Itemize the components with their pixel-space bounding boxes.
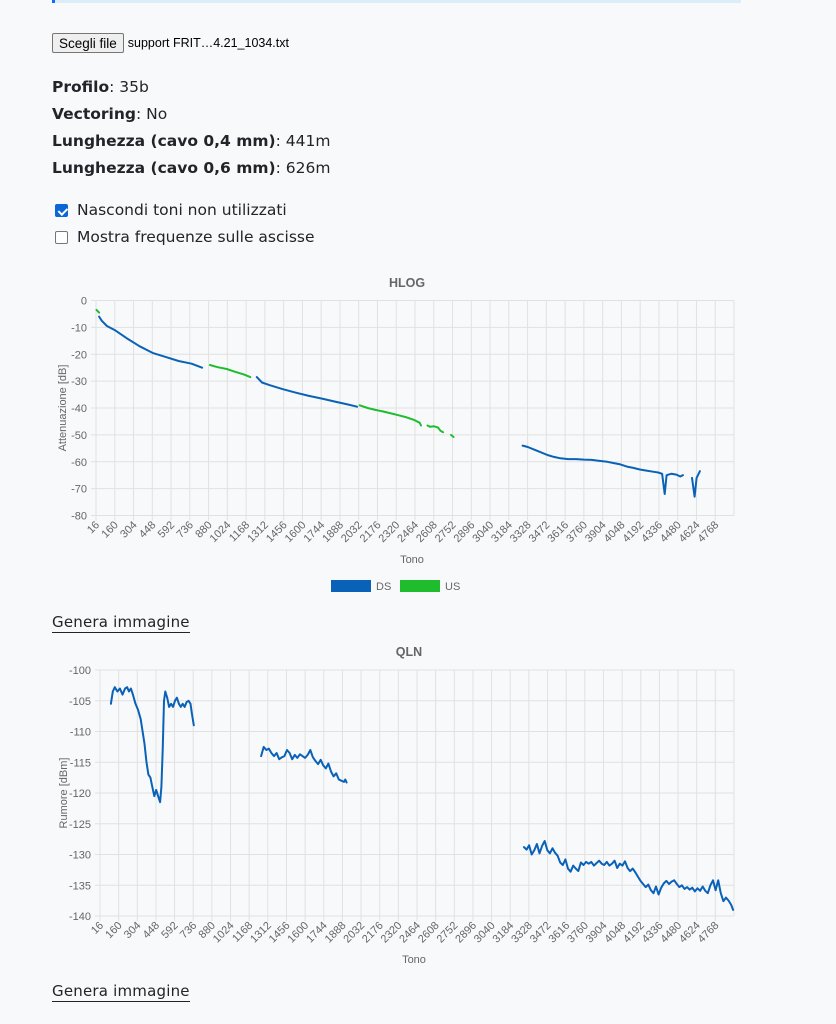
hide-unused-tones-checkbox[interactable]	[55, 204, 68, 217]
option-label: Mostra frequenze sulle ascisse	[77, 228, 315, 246]
y-tick-label: -110	[70, 727, 91, 739]
y-tick-label: -125	[69, 819, 91, 831]
line-info: Profilo: 35b Vectoring: No Lunghezza (ca…	[52, 74, 330, 182]
qln-chart: QLN -100 -105 -110 -115 -120 -125 -130 -135 -140 1…	[58, 645, 735, 966]
legend-swatch-ds	[331, 580, 371, 592]
y-tick-label: -100	[69, 665, 91, 677]
x-axis-label: Tono	[400, 554, 424, 566]
info-label: Profilo	[52, 78, 110, 96]
y-tick-label: 0	[81, 296, 87, 308]
chart-title: QLN	[396, 645, 422, 659]
top-panel-edge	[52, 0, 741, 3]
series-line-us	[208, 364, 252, 379]
series-line-s1	[523, 840, 735, 911]
legend-swatch-us	[400, 580, 440, 592]
x-tick-label: 592	[159, 920, 180, 941]
series-line-us	[450, 433, 455, 438]
x-tick-label: 304	[122, 920, 143, 941]
series-line-s0	[109, 686, 195, 804]
x-tick-label: 448	[141, 920, 162, 941]
series-line-ds	[98, 315, 204, 369]
x-tick-label: 448	[137, 519, 158, 540]
y-tick-label: -115	[70, 757, 91, 769]
series-line-ds	[255, 376, 359, 408]
y-tick-label: -20	[71, 349, 87, 361]
series-line-us	[95, 308, 101, 314]
y-tick-label: -10	[71, 322, 87, 334]
info-length-06: Lunghezza (cavo 0,6 mm): 626m	[52, 159, 331, 177]
info-vectoring: Vectoring: No	[52, 105, 168, 123]
option-hide-unused-tones[interactable]: Nascondi toni non utilizzati	[55, 197, 315, 224]
generate-image-link-qln[interactable]: Genera immagine	[52, 982, 190, 1002]
y-tick-label: -135	[69, 880, 91, 892]
y-axis-label: Attenuazione [dB]	[57, 365, 69, 452]
option-show-frequencies[interactable]: Mostra frequenze sulle ascisse	[55, 224, 315, 251]
info-label: Lunghezza (cavo 0,6 mm)	[52, 159, 276, 177]
generate-image-link-hlog[interactable]: Genera immagine	[52, 613, 190, 633]
y-axis-label: Rumore [dBm]	[58, 758, 70, 829]
info-length-04: Lunghezza (cavo 0,4 mm): 441m	[52, 132, 331, 150]
x-tick-label: 592	[156, 519, 177, 540]
choose-file-button[interactable]: Scegli file	[52, 33, 124, 53]
file-input[interactable]: Scegli file support FRIT…4.21_1034.txt	[52, 33, 289, 53]
series-line-ds	[521, 444, 684, 495]
series-line-us	[358, 404, 422, 427]
y-tick-label: -130	[69, 850, 91, 862]
hlog-chart: HLOG 0 -10 -20 -30 -40 -50 -60 -70 -8016160304448…	[57, 276, 735, 593]
y-tick-label: -70	[71, 484, 87, 496]
y-tick-label: -80	[71, 511, 87, 523]
show-frequencies-checkbox[interactable]	[55, 231, 68, 244]
x-tick-label: 304	[118, 519, 139, 540]
info-label: Vectoring	[52, 105, 136, 123]
series-line-us	[426, 424, 445, 434]
option-label: Nascondi toni non utilizzati	[77, 201, 287, 219]
series-line-s0	[260, 745, 348, 784]
info-value: 626m	[285, 159, 331, 177]
y-tick-label: -105	[69, 696, 91, 708]
y-tick-label: -140	[69, 911, 91, 923]
display-options: Nascondi toni non utilizzati Mostra freq…	[55, 197, 315, 251]
x-tick-label: 4768	[696, 519, 722, 545]
info-label: Lunghezza (cavo 0,4 mm)	[52, 132, 276, 150]
x-axis-label: Tono	[402, 954, 426, 966]
info-value: 441m	[285, 132, 331, 150]
selected-file-name: support FRIT…4.21_1034.txt	[127, 36, 289, 50]
legend-label-ds: DS	[376, 581, 391, 593]
x-tick-label: 736	[174, 519, 195, 540]
legend-label-us: US	[445, 581, 460, 593]
info-value: No	[146, 105, 168, 123]
series-line-ds	[691, 470, 701, 498]
info-value: 35b	[119, 78, 149, 96]
x-tick-label: 736	[178, 920, 199, 941]
info-profile: Profilo: 35b	[52, 78, 149, 96]
y-tick-label: -40	[71, 403, 87, 415]
x-tick-label: 16	[85, 519, 102, 536]
chart-title: HLOG	[389, 276, 425, 290]
y-tick-label: -60	[71, 457, 87, 469]
x-tick-label: 4768	[696, 920, 722, 946]
y-tick-label: -50	[71, 430, 87, 442]
y-tick-label: -120	[69, 788, 91, 800]
y-tick-label: -30	[71, 376, 87, 388]
x-tick-label: 160	[103, 920, 124, 941]
x-tick-label: 160	[99, 519, 120, 540]
